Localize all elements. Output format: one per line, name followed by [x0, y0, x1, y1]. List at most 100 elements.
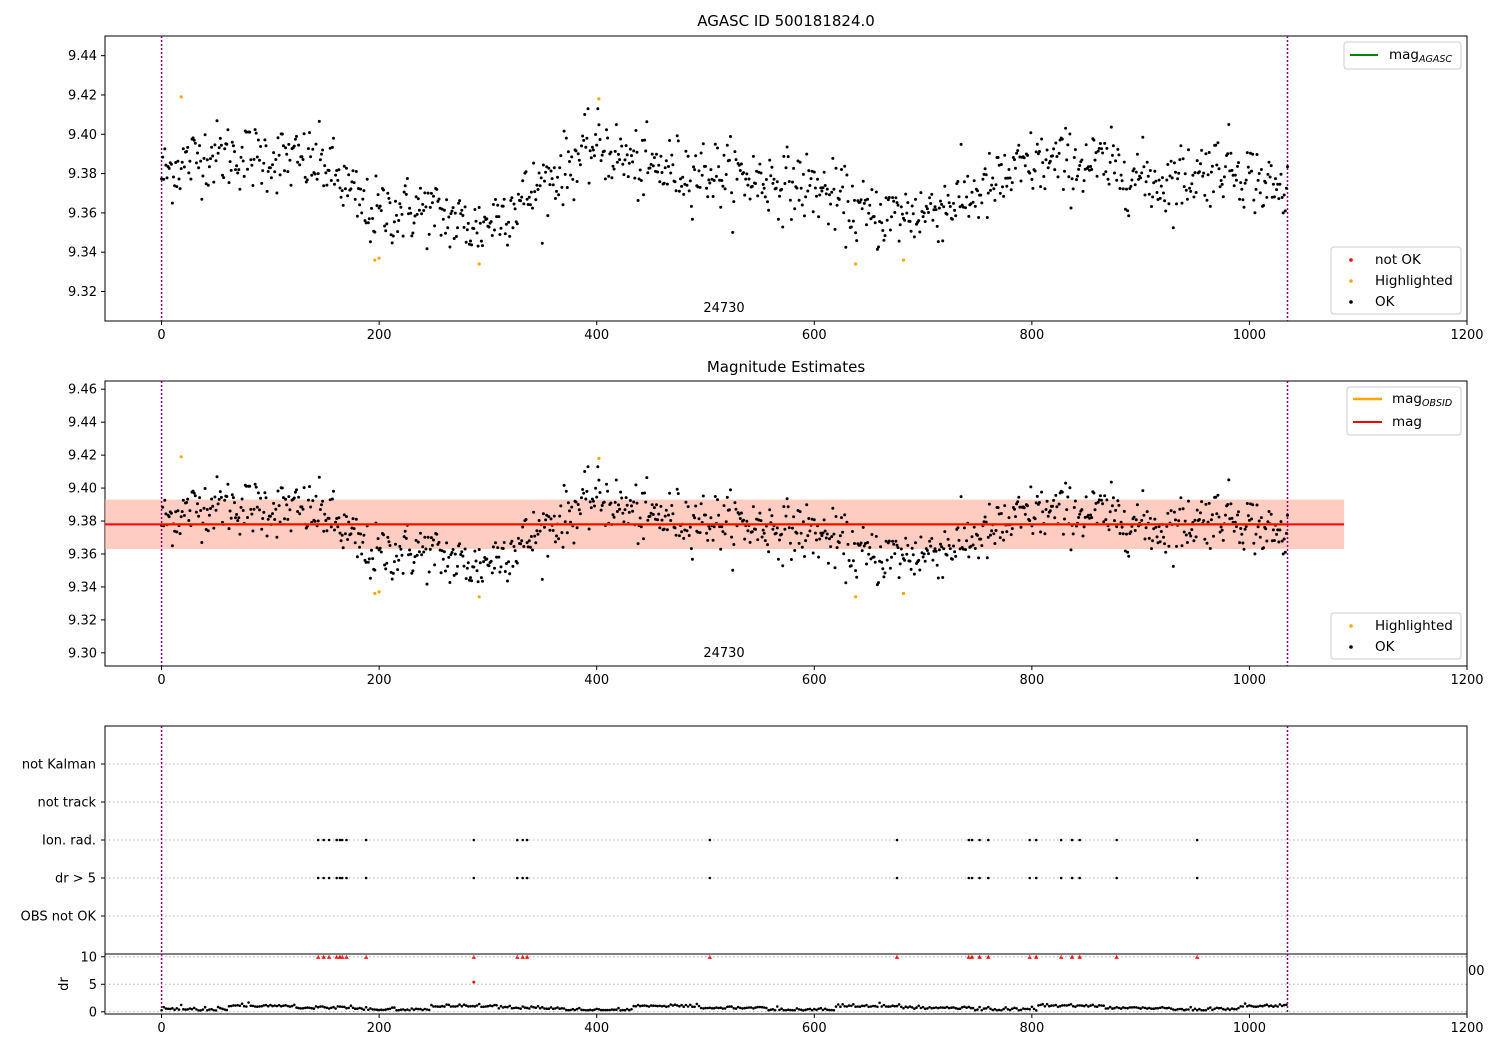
- dr-point: [747, 1006, 751, 1009]
- ok-point: [176, 509, 180, 513]
- dr-point: [286, 1004, 290, 1008]
- ok-point: [1043, 187, 1047, 191]
- x-tick-label: 1200: [1450, 673, 1483, 688]
- ok-point: [606, 136, 610, 140]
- ok-point: [1259, 168, 1263, 171]
- dr-point: [773, 1008, 777, 1012]
- dr-point: [219, 1006, 222, 1010]
- ok-point: [272, 151, 276, 155]
- ok-point: [804, 195, 808, 199]
- dr-point: [1006, 1008, 1010, 1011]
- x-tick-label: 600: [802, 673, 827, 688]
- ok-point: [463, 547, 467, 551]
- ok-point: [253, 482, 257, 486]
- ok-point: [1028, 171, 1032, 175]
- flag-point-ion-rad: [521, 838, 524, 842]
- ok-point: [1003, 153, 1007, 157]
- ok-point: [1271, 528, 1275, 532]
- ok-point: [815, 538, 818, 542]
- ok-point: [301, 158, 305, 161]
- ok-point: [271, 163, 274, 167]
- ok-point: [806, 189, 810, 193]
- ok-point: [577, 158, 581, 162]
- dr-point: [1148, 1006, 1151, 1010]
- ok-point: [908, 219, 912, 223]
- ok-point: [829, 202, 833, 206]
- ok-point: [411, 569, 415, 573]
- ok-point: [840, 168, 843, 171]
- ok-point: [659, 504, 663, 508]
- ok-point: [923, 220, 927, 224]
- ok-point: [560, 185, 564, 189]
- ok-point: [217, 497, 221, 501]
- dr-point: [821, 1008, 825, 1012]
- ok-point: [378, 204, 382, 208]
- ok-point: [395, 213, 398, 217]
- ok-point: [590, 145, 594, 149]
- ok-point: [501, 204, 505, 208]
- ok-point: [699, 502, 703, 506]
- dr-point: [312, 1007, 316, 1010]
- ok-point: [1192, 195, 1196, 199]
- dr-point: [638, 1004, 642, 1008]
- ok-point: [969, 202, 973, 206]
- ok-point: [212, 180, 216, 184]
- ok-point: [185, 150, 189, 153]
- ok-point: [774, 531, 778, 535]
- dr-point: [195, 1008, 198, 1011]
- ok-point: [1082, 179, 1086, 183]
- ok-point: [987, 151, 991, 155]
- ok-point: [855, 239, 859, 243]
- ok-point: [588, 500, 592, 504]
- ok-point: [875, 247, 879, 251]
- ok-point: [423, 191, 427, 195]
- ok-point: [1016, 500, 1020, 504]
- ok-point: [668, 491, 672, 495]
- ok-point: [976, 533, 979, 537]
- ok-point: [459, 553, 463, 556]
- ok-point: [320, 503, 323, 507]
- ok-point: [401, 234, 405, 238]
- dr-point: [1098, 1004, 1101, 1007]
- ok-point: [812, 170, 816, 174]
- ok-point: [308, 131, 311, 135]
- ok-point: [1185, 197, 1189, 201]
- dr-point: [408, 1009, 411, 1012]
- ok-point: [268, 514, 272, 518]
- ok-point: [1073, 148, 1077, 152]
- ok-point: [1168, 174, 1172, 178]
- ok-point: [324, 171, 328, 175]
- ok-point: [1255, 503, 1259, 507]
- ok-point: [845, 173, 849, 177]
- dr-point: [1095, 1005, 1099, 1008]
- ok-point: [588, 149, 592, 153]
- dr-point: [878, 1001, 881, 1005]
- ok-point: [882, 575, 886, 579]
- ok-point: [463, 205, 467, 209]
- dr-point: [704, 1006, 707, 1010]
- ok-point: [770, 165, 774, 169]
- ok-point: [435, 532, 439, 536]
- dr-point: [1226, 1007, 1229, 1010]
- dr-point: [978, 1005, 981, 1009]
- ok-point: [783, 182, 787, 185]
- ok-point: [861, 525, 865, 529]
- dr-point: [715, 1006, 718, 1009]
- ok-point: [639, 525, 643, 529]
- ok-point: [404, 192, 408, 196]
- ok-point: [241, 159, 245, 163]
- ok-point: [1179, 144, 1183, 148]
- ok-point: [1117, 503, 1121, 507]
- ok-point: [1134, 170, 1138, 174]
- dr-point: [960, 1006, 964, 1009]
- ok-point: [215, 119, 219, 123]
- ok-point: [1107, 182, 1111, 186]
- ok-point: [521, 179, 525, 183]
- ok-point: [1216, 493, 1220, 497]
- ok-point: [383, 563, 387, 567]
- ok-point: [1187, 148, 1190, 152]
- ok-point: [207, 513, 211, 517]
- dr-point: [162, 1005, 165, 1009]
- ok-point: [426, 191, 430, 195]
- dr-point: [551, 1007, 555, 1011]
